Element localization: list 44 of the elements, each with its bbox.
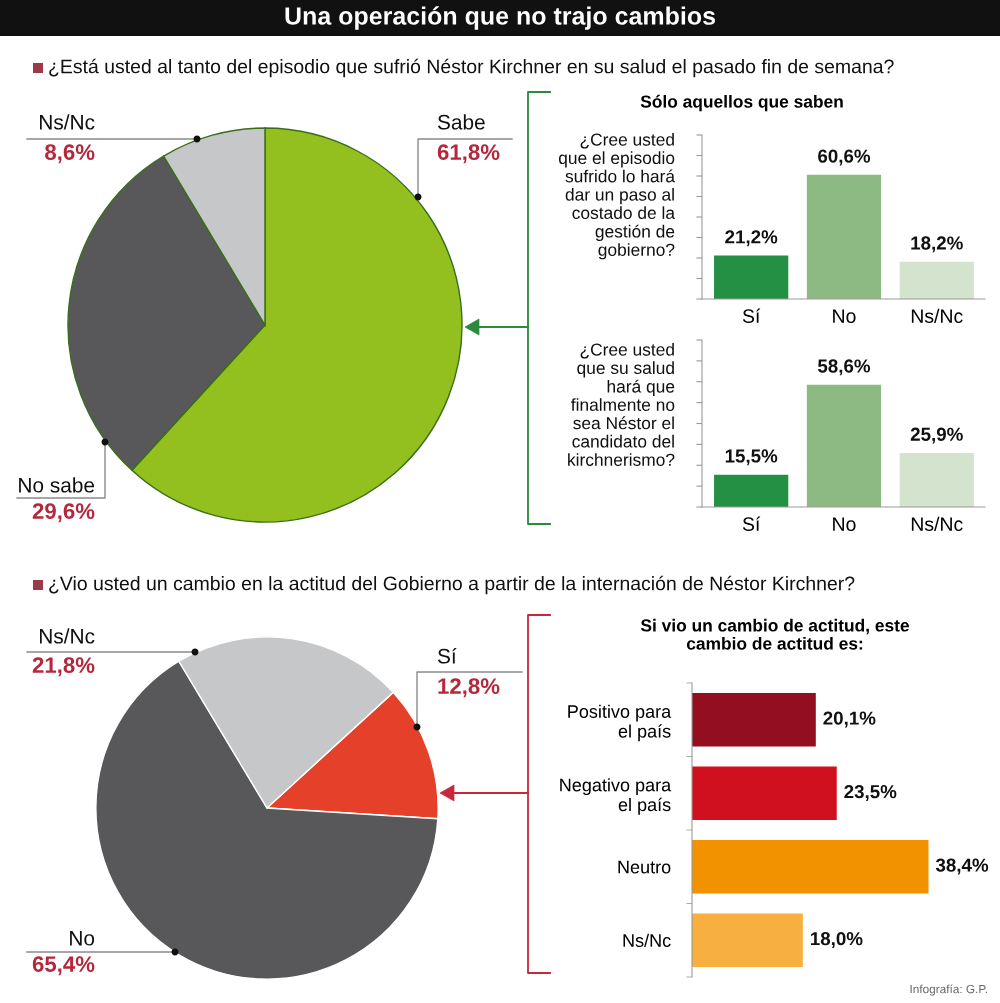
chart-title: Si vio un cambio de actitud, este cambio de actitud es: — [640, 618, 909, 650]
data-label: 23,5% — [844, 785, 897, 801]
data-label: 65,4% — [32, 956, 95, 976]
y-tick-label: Neutro — [618, 860, 671, 874]
y-tick-label: Ns/Nc — [623, 933, 671, 947]
chart-subtitle: ¿Está usted al tanto del episodio que sufrió Néstor Kirchner en su salud el pasado fin de semana? — [49, 58, 894, 78]
slice-label: Ns/Nc — [40, 114, 95, 130]
data-label: 21,2% — [725, 230, 778, 247]
x-tick-label: Sí — [742, 308, 761, 323]
data-label: 29,6% — [32, 503, 95, 523]
chart-subtitle: ¿Vio usted un cambio en la actitud del Gobierno a partir de la internación de Néstor Kirchner? — [49, 575, 855, 595]
data-label: 58,6% — [817, 359, 871, 376]
x-tick-label: Sí — [742, 516, 761, 531]
data-label: 12,8% — [438, 678, 500, 698]
y-axis-title: ¿Cree usted que su salud hará que finalmente no sea Néstor el candidato del kirchnerismo? — [568, 343, 675, 466]
data-label: 8,6% — [45, 144, 95, 164]
chart-title: Una operación que no trajo cambios — [285, 6, 715, 30]
y-axis-title: ¿Cree usted que el episodio sufrido lo hará dar un paso al costado de la gestión de gobierno? — [558, 133, 676, 260]
data-label: 15,5% — [725, 449, 778, 466]
slice-label: Sí — [437, 648, 457, 664]
bar — [692, 913, 803, 968]
data-label: 38,4% — [935, 858, 989, 875]
slice-label: No sabe — [19, 477, 95, 493]
y-tick-label: Negativo para el país — [560, 778, 672, 815]
x-tick-label: Ns/Nc — [911, 308, 963, 323]
data-label: 60,6% — [818, 149, 871, 166]
data-label: 25,9% — [910, 427, 963, 444]
data-label: 61,8% — [437, 144, 500, 164]
data-label: 18,2% — [911, 236, 963, 253]
bar — [692, 839, 929, 894]
data-label: 20,1% — [823, 711, 876, 728]
x-tick-label: No — [833, 309, 856, 323]
data-label: 21,8% — [32, 657, 95, 677]
y-tick-label: Positivo para el país — [568, 704, 672, 742]
chart-title: Sólo aquellos que saben — [640, 94, 843, 112]
slice-label: Ns/Nc — [40, 628, 95, 644]
x-tick-label: Ns/Nc — [911, 516, 963, 531]
slice-label: No — [70, 931, 95, 946]
slice-label: Sabe — [437, 114, 485, 130]
text: Infografía: G.P. — [910, 984, 987, 996]
data-label: 18,0% — [810, 932, 863, 948]
x-tick-label: No — [833, 517, 856, 531]
bar — [692, 766, 837, 821]
bar — [692, 692, 816, 747]
